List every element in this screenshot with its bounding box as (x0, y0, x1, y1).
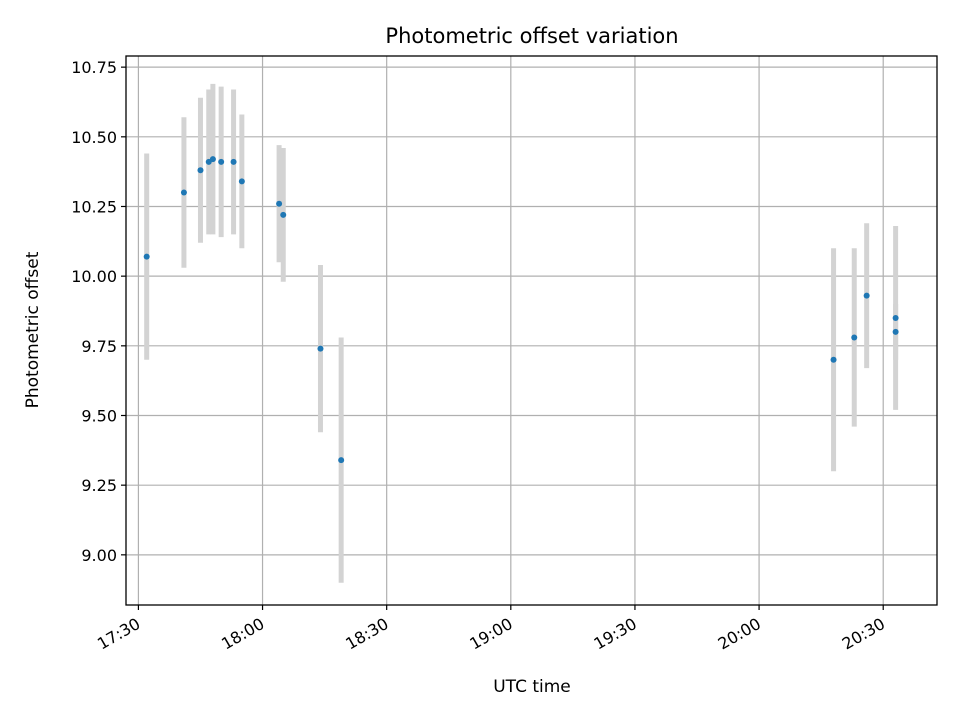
y-tick-label: 10.25 (71, 197, 117, 216)
data-point (863, 292, 870, 299)
x-axis-label: UTC time (493, 677, 571, 697)
data-point (338, 457, 345, 464)
data-point (276, 200, 283, 207)
data-point (218, 158, 225, 165)
y-tick-label: 10.50 (71, 128, 117, 147)
y-tick-label: 9.25 (81, 476, 117, 495)
data-point (230, 158, 237, 165)
chart-title: Photometric offset variation (385, 24, 678, 48)
y-tick-label: 9.75 (81, 337, 117, 356)
y-tick-label: 9.50 (81, 406, 117, 425)
data-point (238, 178, 245, 185)
data-point (280, 211, 287, 218)
y-tick-label: 10.00 (71, 267, 117, 286)
y-tick-label: 9.00 (81, 546, 117, 565)
data-point (317, 345, 324, 352)
data-point (197, 167, 204, 174)
data-point (143, 253, 150, 260)
data-point (892, 314, 899, 321)
axes-frame (125, 55, 938, 606)
y-axis-label: Photometric offset (23, 251, 43, 408)
data-point (892, 328, 899, 335)
data-point (180, 189, 187, 196)
data-point (209, 156, 216, 163)
y-tick-label: 10.75 (71, 58, 117, 77)
data-point (830, 356, 837, 363)
data-point (851, 334, 858, 341)
